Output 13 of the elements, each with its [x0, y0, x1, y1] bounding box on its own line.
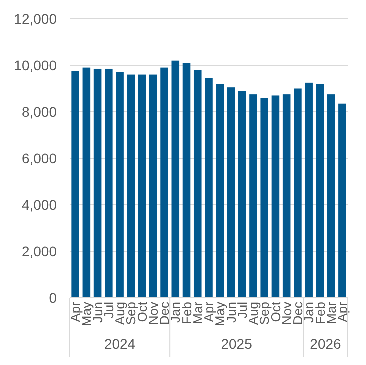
- y-tick-label: 2,000: [22, 243, 58, 260]
- y-tick-label: 12,000: [14, 10, 58, 27]
- text: 2024: [104, 336, 136, 352]
- text: 2026: [310, 336, 342, 352]
- x-tick-label: Apr: [68, 301, 84, 322]
- text: 2025: [221, 336, 253, 352]
- y-tick-label: 0: [49, 290, 58, 306]
- x-tick-label: Jul: [234, 302, 250, 319]
- y-tick-label: 8,000: [22, 104, 58, 120]
- x-tick-label: Jul: [101, 302, 116, 319]
- y-tick-label: 4,000: [22, 196, 58, 213]
- y-tick-label: 10,000: [14, 57, 58, 74]
- y-tick-label: 6,000: [22, 150, 58, 166]
